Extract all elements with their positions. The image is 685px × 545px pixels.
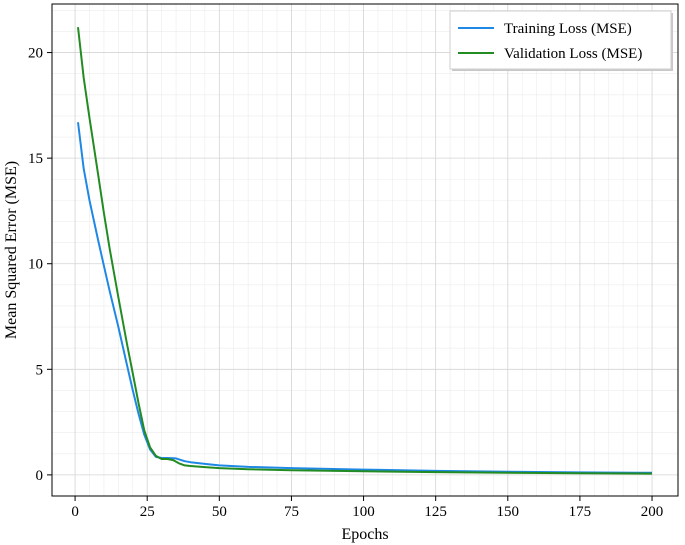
y-axis-label: Mean Squared Error (MSE) — [3, 161, 20, 339]
x-tick-label: 125 — [424, 504, 447, 520]
x-tick-label: 75 — [284, 504, 299, 520]
series-line-training — [77, 122, 653, 474]
x-tick-label: 200 — [641, 504, 664, 520]
series-line-validation — [77, 27, 653, 475]
y-tick-label: 20 — [28, 46, 43, 62]
x-tick-label: 100 — [352, 504, 375, 520]
x-tick-label: 175 — [569, 504, 592, 520]
plot-frame — [51, 3, 679, 497]
y-tick-label: 10 — [28, 257, 43, 273]
x-tick-label: 25 — [140, 504, 155, 520]
x-axis-label: Epochs — [341, 526, 388, 543]
legend-label-training: Training Loss (MSE) — [504, 21, 632, 37]
minor-grid — [52, 4, 678, 497]
x-tick-label: 0 — [71, 504, 79, 520]
legend-box — [449, 10, 672, 70]
x-tick-label: 50 — [212, 504, 227, 520]
series-layer — [77, 27, 653, 475]
y-tick-label: 5 — [36, 362, 44, 378]
major-grid — [52, 4, 678, 496]
legend: Training Loss (MSE) Validation Loss (MSE) — [449, 10, 673, 71]
y-tick-label: 15 — [28, 151, 43, 167]
legend-label-validation: Validation Loss (MSE) — [504, 46, 642, 62]
y-tick-label: 0 — [36, 468, 44, 484]
axis-ticks: 0 25 50 75 100 125 150 175 200 0 5 10 15 20 — [28, 46, 663, 520]
x-tick-label: 150 — [497, 504, 520, 520]
